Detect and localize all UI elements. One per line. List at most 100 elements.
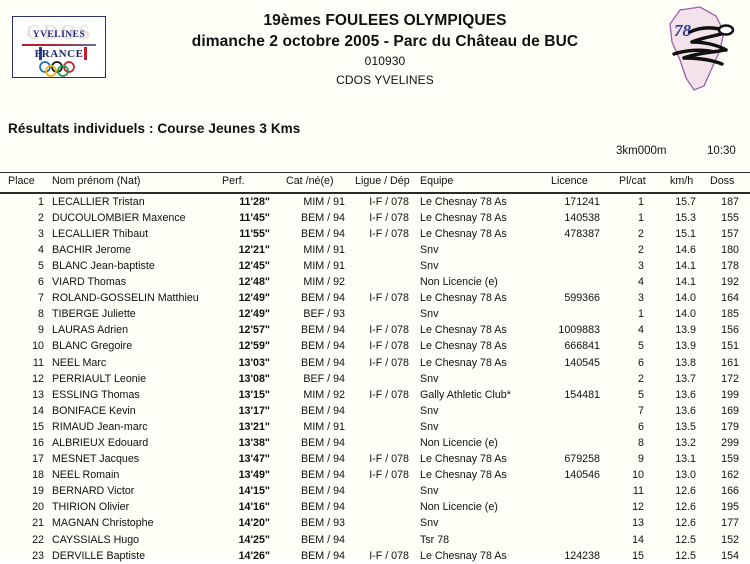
row-equipe: Non Licencie (e)	[420, 437, 498, 449]
table-row: 9 LAURAS Adrien 12'57" BEM / 94 I-F / 078 Le …	[0, 322, 750, 338]
row-kmh: 13.9	[675, 324, 696, 337]
table-row: 23 DERVILLE Baptiste 14'26" BEM / 94 I-F / 0…	[0, 548, 750, 564]
row-equipe: Snv	[420, 404, 439, 417]
row-cat: MIM / 91	[303, 243, 345, 256]
row-name: LECALLIER Tristan	[52, 195, 145, 208]
table-row: 22 CAYSSIALS Hugo 14'25" BEM / 94 Tsr 78 14 12…	[0, 532, 750, 548]
row-ligue: I-F / 078	[369, 356, 409, 369]
row-plcat: 3	[638, 292, 644, 305]
row-equipe: Snv	[420, 517, 439, 530]
row-name: VIARD Thomas	[52, 276, 127, 289]
row-perf: 13'03"	[238, 356, 270, 369]
row-cat: BEM / 94	[301, 437, 345, 449]
row-kmh: 14.0	[675, 292, 696, 305]
row-kmh: 15.1	[675, 227, 696, 240]
row-kmh: 12.6	[675, 501, 696, 514]
row-equipe: Le Chesnay 78 As	[420, 356, 507, 369]
row-kmh: 14.6	[675, 243, 696, 256]
row-licence: 478387	[564, 227, 600, 240]
row-cat: BEM / 94	[301, 469, 345, 482]
row-name: NEEL Romain	[52, 469, 120, 482]
row-ligue: I-F / 078	[369, 227, 409, 240]
row-kmh: 13.8	[675, 356, 696, 369]
row-kmh: 12.6	[675, 485, 696, 498]
row-cat: MIM / 92	[303, 388, 345, 401]
row-ligue: I-F / 078	[369, 211, 409, 224]
column-header-plcat: Pl/cat	[619, 175, 646, 187]
row-name: BONIFACE Kevin	[52, 404, 136, 417]
row-equipe: Gally Athletic Club*	[420, 388, 511, 401]
row-equipe: Le Chesnay 78 As	[420, 292, 507, 305]
row-kmh: 12.5	[675, 533, 696, 546]
row-kmh: 13.9	[675, 340, 696, 353]
row-kmh: 14.0	[675, 308, 696, 321]
row-licence: 666841	[564, 340, 600, 353]
row-cat: BEM / 94	[301, 292, 345, 305]
row-equipe: Non Licencie (e)	[420, 276, 498, 289]
table-row: 2 DUCOULOMBIER Maxence 11'45" BEM / 94 I-F /…	[0, 210, 750, 226]
row-plcat: 12	[632, 501, 644, 514]
row-place: 23	[32, 549, 44, 562]
dept-number-text: 78	[674, 21, 692, 40]
table-top-rule	[0, 172, 750, 173]
row-kmh: 13.6	[675, 388, 696, 401]
row-doss: 185	[721, 308, 739, 321]
row-place: 11	[32, 356, 44, 369]
table-row: 17 MESNET Jacques 13'47" BEM / 94 I-F / 078 L…	[0, 451, 750, 467]
race-start-time: 10:30	[707, 145, 736, 157]
row-kmh: 13.1	[675, 453, 696, 466]
row-kmh: 15.7	[675, 195, 696, 208]
table-header-row: Place Nom prénom (Nat) Perf. Cat /né(e) …	[0, 173, 750, 192]
row-plcat: 3	[638, 259, 644, 272]
row-cat: MIM / 91	[303, 195, 345, 208]
row-perf: 11'55"	[239, 227, 270, 240]
row-plcat: 15	[632, 549, 644, 562]
race-distance: 3km000m	[616, 145, 667, 157]
row-cat: MIM / 91	[303, 420, 345, 433]
row-place: 15	[32, 420, 44, 433]
row-doss: 161	[721, 356, 739, 369]
row-perf: 11'45"	[239, 211, 270, 224]
row-place: 9	[38, 324, 44, 337]
row-kmh: 15.3	[675, 211, 696, 224]
row-ligue: I-F / 078	[369, 469, 409, 482]
event-code: 010930	[364, 54, 406, 68]
table-row: 1 LECALLIER Tristan 11'28" MIM / 91 I-F / 07…	[0, 194, 750, 210]
row-licence: 154481	[564, 388, 600, 401]
row-place: 3	[38, 227, 44, 240]
row-cat: BEM / 94	[301, 356, 345, 369]
cdos-yvelines-logo: CDOS YVELINES FRANCE COMITE DEPARTEMENTA…	[12, 16, 106, 78]
row-equipe: Non Licencie (e)	[420, 501, 498, 514]
yvelines-78-logo: 78	[650, 2, 742, 94]
row-plcat: 13	[632, 517, 644, 530]
row-plcat: 14	[632, 533, 644, 546]
row-ligue: I-F / 078	[369, 292, 409, 305]
row-name: LAURAS Adrien	[52, 324, 129, 337]
row-plcat: 5	[638, 388, 644, 401]
row-name: TIBERGE Juliette	[52, 308, 136, 321]
row-doss: 180	[721, 243, 739, 256]
results-table: Place Nom prénom (Nat) Perf. Cat /né(e) …	[0, 172, 750, 564]
row-name: BLANC Jean-baptiste	[52, 259, 155, 272]
row-doss: 177	[721, 517, 739, 530]
row-perf: 14'26"	[238, 549, 270, 562]
column-header-licence: Licence	[551, 175, 588, 187]
row-perf: 13'17"	[238, 404, 270, 417]
column-header-name: Nom prénom (Nat)	[52, 175, 141, 187]
row-doss: 152	[721, 533, 739, 546]
table-row: 14 BONIFACE Kevin 13'17" BEM / 94 Snv 7 13.6 16…	[0, 403, 750, 419]
row-perf: 13'38"	[238, 437, 270, 449]
row-cat: MIM / 92	[303, 276, 345, 289]
row-plcat: 8	[638, 437, 644, 449]
row-perf: 13'21"	[238, 420, 270, 433]
row-perf: 12'48"	[238, 276, 270, 289]
row-doss: 179	[721, 420, 739, 433]
row-name: MESNET Jacques	[52, 453, 140, 466]
row-cat: BEF / 93	[303, 308, 345, 321]
row-cat: BEM / 94	[301, 404, 345, 417]
row-perf: 12'59"	[238, 340, 270, 353]
row-plcat: 1	[638, 211, 644, 224]
row-cat: BEM / 94	[301, 501, 345, 514]
table-row: 13 ESSLING Thomas 13'15" MIM / 92 I-F / 078 G…	[0, 387, 750, 403]
row-perf: 12'49"	[238, 292, 270, 305]
